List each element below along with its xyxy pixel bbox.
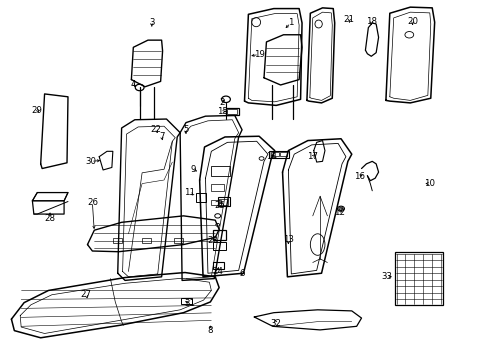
Bar: [219, 199, 228, 205]
Bar: [271, 152, 278, 156]
Bar: [279, 152, 286, 156]
Text: 9: 9: [190, 165, 196, 174]
Bar: [195, 193, 206, 202]
Bar: [181, 298, 191, 304]
Bar: [394, 252, 443, 305]
Bar: [212, 242, 226, 249]
Text: 17: 17: [306, 152, 318, 161]
Text: 18: 18: [365, 17, 376, 26]
Text: 4: 4: [130, 80, 136, 89]
Text: 32: 32: [270, 319, 281, 328]
Bar: [211, 166, 229, 176]
Text: 22: 22: [150, 125, 161, 134]
Bar: [211, 200, 221, 205]
Bar: [211, 184, 223, 191]
Text: 24: 24: [212, 267, 223, 276]
Text: 26: 26: [87, 198, 98, 207]
Bar: [212, 230, 226, 240]
Text: 27: 27: [81, 290, 91, 299]
Text: 1: 1: [287, 18, 293, 27]
Bar: [173, 238, 182, 243]
Text: 30: 30: [85, 157, 96, 166]
Text: 20: 20: [407, 17, 417, 26]
Text: 7: 7: [159, 132, 164, 141]
Text: 28: 28: [44, 214, 55, 223]
Text: 5: 5: [183, 125, 188, 134]
Text: 15: 15: [217, 107, 227, 116]
Bar: [225, 108, 238, 115]
Text: 14: 14: [265, 152, 276, 161]
Text: 31: 31: [184, 299, 195, 308]
Text: 12: 12: [333, 208, 345, 217]
Text: 23: 23: [207, 237, 218, 246]
Bar: [268, 150, 289, 158]
Bar: [227, 109, 237, 114]
Text: 13: 13: [282, 235, 293, 244]
Text: 29: 29: [32, 105, 42, 114]
Text: 21: 21: [343, 15, 354, 24]
Text: 33: 33: [381, 272, 391, 281]
Text: 6: 6: [239, 269, 244, 278]
Bar: [113, 238, 122, 243]
Text: 19: 19: [253, 50, 264, 59]
Bar: [142, 238, 151, 243]
Text: 16: 16: [353, 172, 364, 181]
Text: 25: 25: [214, 201, 225, 210]
Text: 10: 10: [424, 179, 434, 188]
Bar: [217, 197, 229, 206]
Text: 11: 11: [184, 188, 195, 197]
Text: 2: 2: [220, 98, 225, 107]
Text: 3: 3: [149, 18, 154, 27]
Bar: [212, 262, 223, 269]
Text: 8: 8: [207, 326, 213, 335]
